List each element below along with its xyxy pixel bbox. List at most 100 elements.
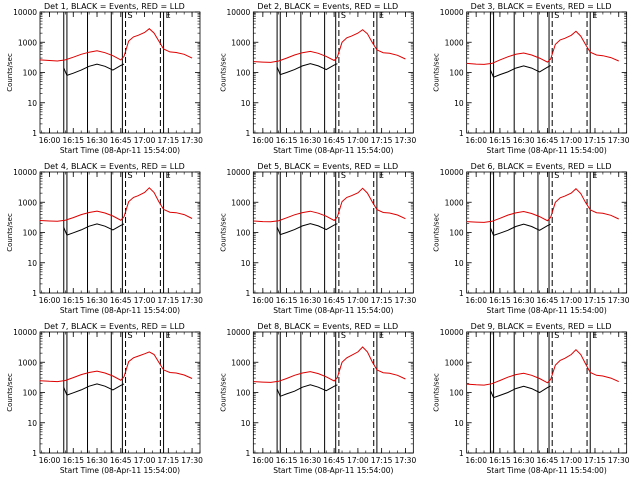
y-axis-label: Counts/sec (219, 373, 227, 412)
y-tick-label: 10000 (440, 8, 464, 17)
x-tick-label: 17:15 (584, 456, 606, 465)
x-tick-label: 16:45 (323, 296, 345, 305)
chart-title: Det 3, BLACK = Events, RED = LLD (471, 2, 612, 11)
x-tick-label: 17:15 (371, 296, 393, 305)
x-tick-label: 17:15 (584, 136, 606, 145)
x-tick-label: 17:30 (181, 456, 203, 465)
y-axis-label: Counts/sec (219, 53, 227, 92)
x-tick-label: 16:00 (252, 136, 274, 145)
x-tick-label: 16:45 (110, 296, 132, 305)
series-line-events (63, 223, 125, 236)
x-tick-label: 17:15 (371, 456, 393, 465)
x-tick-label: 17:00 (134, 136, 156, 145)
x-tick-label: 16:15 (276, 456, 298, 465)
x-tick-label: 16:45 (537, 136, 559, 145)
series-line-events (63, 63, 125, 77)
y-tick-label: 1 (246, 289, 251, 298)
x-tick-label: 17:00 (560, 456, 582, 465)
y-tick-label: 10 (241, 419, 251, 428)
y-tick-label: 10 (27, 419, 37, 428)
time-marker-label: E (379, 171, 384, 180)
y-tick-label: 1 (32, 449, 37, 458)
x-tick-label: 17:00 (134, 456, 156, 465)
x-tick-label: 16:00 (465, 136, 487, 145)
x-tick-label: 16:00 (252, 296, 274, 305)
y-tick-label: 10 (241, 259, 251, 268)
y-tick-label: 1000 (231, 358, 250, 367)
chart-panel-7: 1 10 100 1000 10000 16:00 16:15 16:30 16:45 17:00… (6, 322, 203, 475)
y-tick-label: 100 (23, 229, 38, 238)
series-line-lld (466, 30, 619, 65)
series-line-events (276, 63, 338, 76)
time-marker-label: S (341, 171, 346, 180)
y-tick-label: 10000 (13, 168, 37, 177)
y-tick-label: 1 (459, 129, 464, 138)
x-tick-label: 16:30 (513, 296, 535, 305)
x-tick-label: 16:30 (86, 456, 108, 465)
y-axis-label: Counts/sec (6, 53, 14, 92)
x-tick-label: 16:15 (62, 456, 84, 465)
x-tick-label: 17:30 (608, 296, 630, 305)
y-axis-label: Counts/sec (6, 373, 14, 412)
y-tick-label: 10000 (13, 328, 37, 337)
y-tick-label: 1000 (445, 358, 464, 367)
x-tick-label: 16:30 (300, 136, 322, 145)
chart-panel-3: 1 10 100 1000 10000 16:00 16:15 16:30 16:45 17:00… (433, 2, 630, 155)
x-tick-label: 16:15 (276, 136, 298, 145)
y-axis-label: Counts/sec (6, 213, 14, 252)
chart-title: Det 8, BLACK = Events, RED = LLD (257, 322, 398, 331)
y-tick-label: 1 (459, 289, 464, 298)
x-tick-label: 16:00 (465, 456, 487, 465)
chart-panel-8: 1 10 100 1000 10000 16:00 16:15 16:30 16:45 17:00… (219, 322, 416, 475)
y-tick-label: 1 (32, 129, 37, 138)
chart-title: Det 2, BLACK = Events, RED = LLD (257, 2, 398, 11)
x-tick-label: 16:15 (62, 136, 84, 145)
time-marker-label: E (166, 171, 171, 180)
y-tick-label: 1000 (231, 38, 250, 47)
y-tick-label: 1 (459, 449, 464, 458)
series-line-lld (253, 187, 406, 223)
chart-title: Det 1, BLACK = Events, RED = LLD (44, 2, 185, 11)
series-line-lld (39, 187, 193, 222)
time-marker-label: S (554, 171, 559, 180)
y-tick-label: 100 (236, 69, 251, 78)
x-tick-label: 16:00 (39, 456, 61, 465)
x-tick-label: 16:30 (300, 296, 322, 305)
y-tick-label: 100 (23, 69, 38, 78)
y-tick-label: 1000 (231, 198, 250, 207)
time-marker-label: S (128, 171, 133, 180)
x-tick-label: 17:30 (395, 456, 417, 465)
time-marker-label: E (592, 11, 597, 20)
chart-title: Det 9, BLACK = Events, RED = LLD (471, 322, 612, 331)
x-tick-label: 16:15 (489, 136, 511, 145)
time-marker-label: S (128, 11, 133, 20)
series-line-events (276, 384, 338, 397)
x-tick-label: 17:30 (181, 296, 203, 305)
x-tick-label: 17:00 (347, 296, 369, 305)
y-tick-label: 10 (454, 99, 464, 108)
y-axis-label: Counts/sec (433, 53, 441, 92)
y-tick-label: 100 (449, 389, 464, 398)
x-axis-label: Start Time (08-Apr-11 15:54:00) (273, 146, 393, 155)
x-tick-label: 17:30 (395, 296, 417, 305)
time-marker-label: S (554, 11, 559, 20)
y-tick-label: 10 (454, 259, 464, 268)
chart-title: Det 5, BLACK = Events, RED = LLD (257, 162, 398, 171)
x-tick-label: 16:00 (39, 136, 61, 145)
y-axis-label: Counts/sec (433, 213, 441, 252)
time-marker-label: E (592, 331, 597, 340)
y-tick-label: 1000 (18, 198, 37, 207)
x-tick-label: 17:15 (158, 296, 180, 305)
x-tick-label: 17:15 (584, 296, 606, 305)
y-tick-label: 1 (32, 289, 37, 298)
x-axis-label: Start Time (08-Apr-11 15:54:00) (60, 466, 180, 475)
x-tick-label: 16:45 (323, 456, 345, 465)
x-tick-label: 17:00 (560, 136, 582, 145)
chart-panel-6: 1 10 100 1000 10000 16:00 16:15 16:30 16:45 17:00… (433, 162, 630, 315)
x-tick-label: 16:15 (489, 296, 511, 305)
series-line-lld (253, 346, 406, 383)
x-tick-label: 16:45 (323, 136, 345, 145)
x-tick-label: 17:15 (371, 136, 393, 145)
chart-panel-4: 1 10 100 1000 10000 16:00 16:15 16:30 16:45 17:00… (6, 162, 203, 315)
x-tick-label: 17:00 (134, 296, 156, 305)
